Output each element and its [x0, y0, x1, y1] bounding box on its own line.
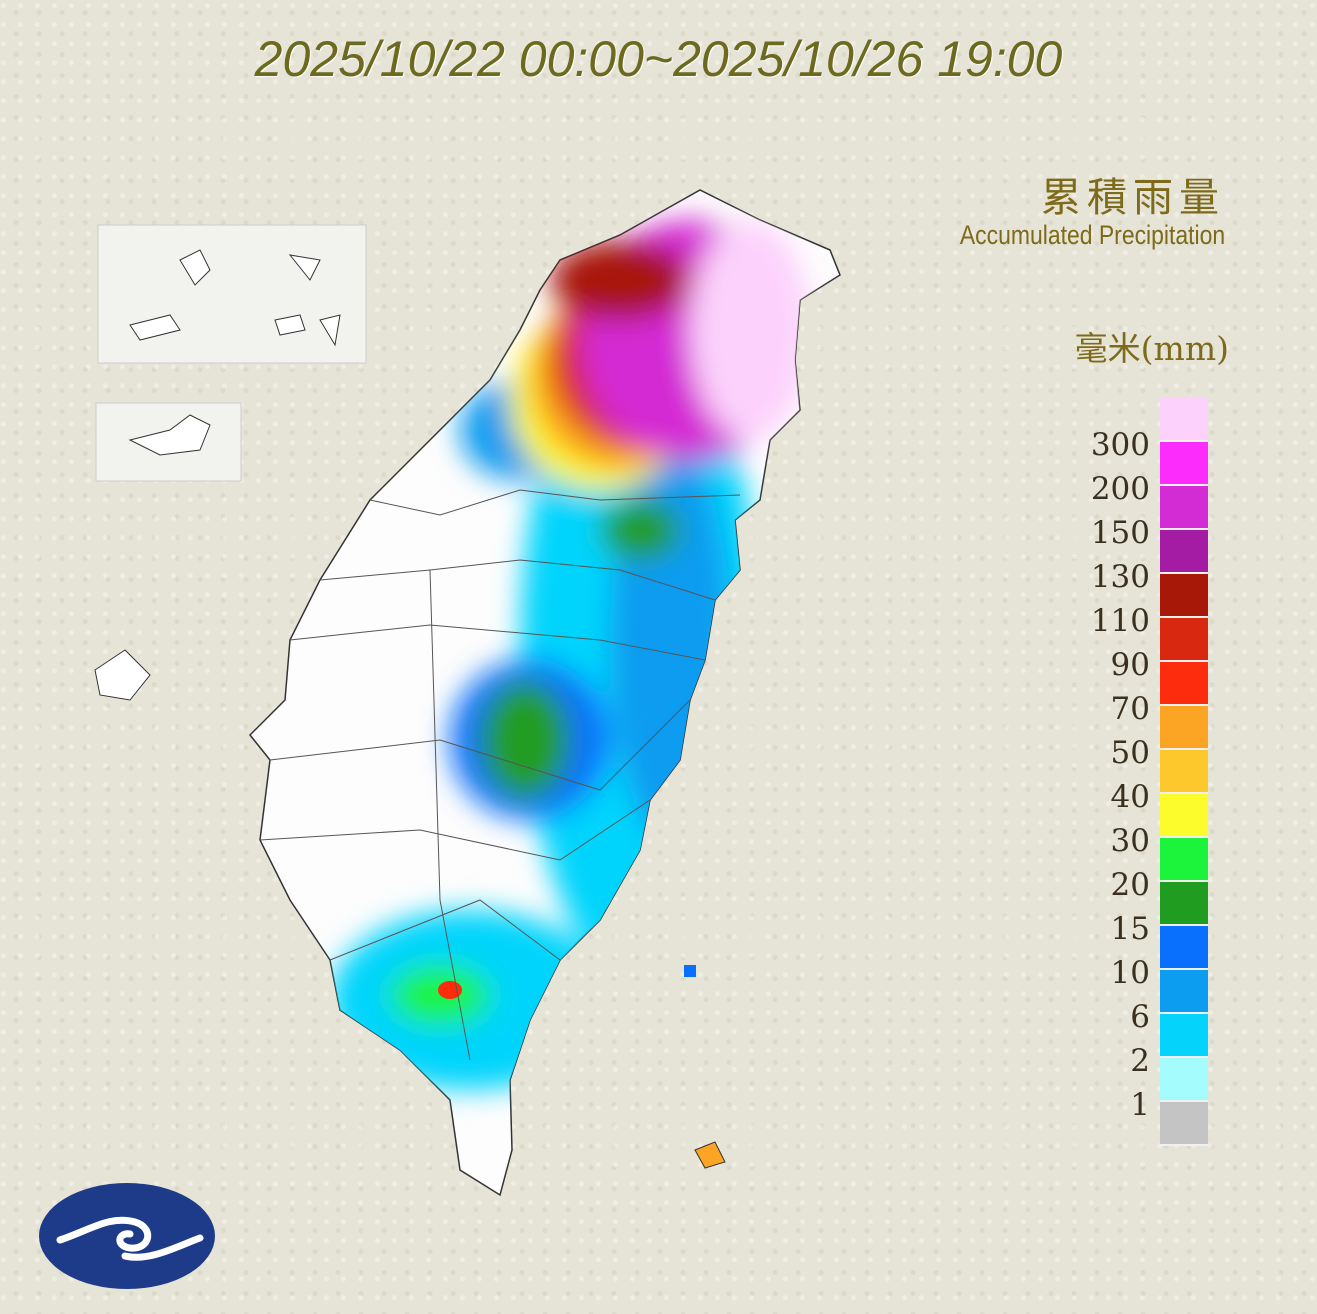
- legend-swatch: [1160, 882, 1208, 926]
- legend-label: 300: [1090, 427, 1150, 463]
- cwa-logo: [39, 1183, 215, 1289]
- legend-label: 2: [1130, 1043, 1150, 1079]
- legend-label: 20: [1110, 867, 1150, 903]
- legend-swatch: [1160, 794, 1208, 838]
- color-legend: [1160, 398, 1208, 1146]
- legend-swatch: [1160, 574, 1208, 618]
- legend-label: 130: [1090, 559, 1150, 595]
- legend-label: 30: [1110, 823, 1150, 859]
- legend-label: 40: [1110, 779, 1150, 815]
- legend-swatch: [1160, 706, 1208, 750]
- legend-label: 10: [1110, 955, 1150, 991]
- legend-label: 110: [1090, 603, 1150, 639]
- legend-swatch: [1160, 662, 1208, 706]
- legend-label: 90: [1110, 647, 1150, 683]
- inset-islands: [94, 224, 367, 701]
- offshore-islands: [684, 965, 726, 1169]
- legend-swatch: [1160, 970, 1208, 1014]
- legend-swatch: [1160, 1102, 1208, 1146]
- legend-swatch: [1160, 750, 1208, 794]
- legend-label: 70: [1110, 691, 1150, 727]
- legend-swatch: [1160, 926, 1208, 970]
- legend-label: 15: [1110, 911, 1150, 947]
- legend-label: 50: [1110, 735, 1150, 771]
- legend-title-en: Accumulated Precipitation: [959, 220, 1225, 250]
- time-range-title: 2025/10/22 00:00~2025/10/26 19:00: [254, 31, 1063, 87]
- legend-label: 1: [1130, 1087, 1150, 1123]
- legend-swatch: [1160, 1058, 1208, 1102]
- legend-swatch: [1160, 530, 1208, 574]
- legend-swatch: [1160, 486, 1208, 530]
- legend-label: 150: [1090, 515, 1150, 551]
- legend-label: 200: [1090, 471, 1150, 507]
- legend-swatch: [1160, 1014, 1208, 1058]
- legend-swatch: [1160, 398, 1208, 442]
- legend-swatch: [1160, 442, 1208, 486]
- legend-unit: 毫米(mm): [1074, 329, 1229, 368]
- legend-label: 6: [1130, 999, 1150, 1035]
- legend-swatch: [1160, 618, 1208, 662]
- legend-title-zh: 累積雨量: [1041, 175, 1225, 221]
- legend-swatch: [1160, 838, 1208, 882]
- county-boundaries: [259, 489, 741, 1061]
